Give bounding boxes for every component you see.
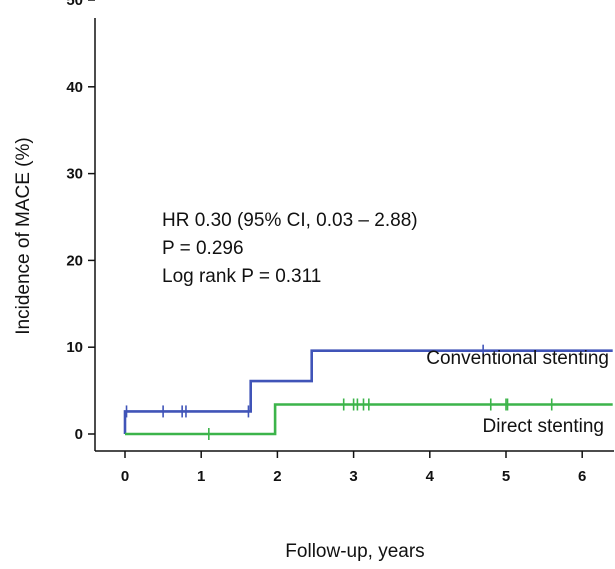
x-tick-label: 1 [197, 468, 205, 485]
x-tick-label: 2 [273, 468, 281, 485]
y-axis-title: Incidence of MACE (%) [13, 137, 34, 334]
x-tick-label: 3 [349, 468, 357, 485]
plot-area [123, 344, 613, 440]
series-label-direct: Direct stenting [483, 416, 604, 437]
x-tick-label: 5 [502, 468, 510, 485]
y-ticks: 0 10 20 30 40 50 [66, 0, 95, 443]
x-tick-label: 4 [426, 468, 435, 485]
series-line-direct [125, 403, 613, 436]
x-axis-title: Follow-up, years [285, 541, 424, 562]
x-tick-label: 6 [578, 468, 586, 485]
y-tick-label: 0 [75, 426, 83, 443]
y-tick-label: 50 [66, 0, 83, 9]
y-tick-label: 20 [66, 252, 83, 269]
y-tick-label: 40 [66, 79, 83, 96]
series-label-conventional: Conventional stenting [426, 348, 609, 369]
y-tick-label: 30 [66, 166, 83, 183]
x-tick-label: 0 [121, 468, 129, 485]
annotation-logrank: Log rank P = 0.311 [162, 266, 321, 287]
annotation-hr: HR 0.30 (95% CI, 0.03 – 2.88) [162, 210, 418, 231]
x-ticks: 0 1 2 3 4 5 6 [121, 451, 586, 485]
annotation-p: P = 0.296 [162, 238, 244, 259]
y-tick-label: 10 [66, 339, 83, 356]
series-line-conventional [123, 349, 613, 434]
